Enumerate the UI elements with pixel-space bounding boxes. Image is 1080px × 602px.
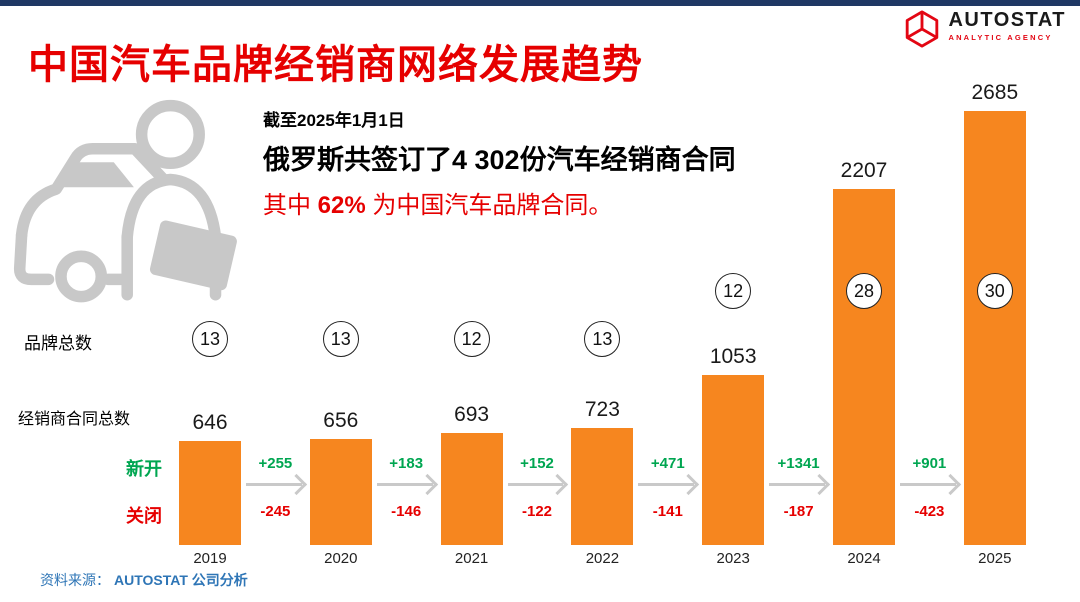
closed-delta-2020: -146	[391, 503, 422, 520]
opened-delta-2020: +183	[389, 455, 424, 472]
year-transition-arrow-icon	[638, 483, 695, 486]
year-label-2021: 2021	[454, 550, 489, 567]
year-transition-arrow-icon	[376, 483, 433, 486]
brands-count-2024: 28	[846, 273, 882, 309]
autostat-logo: AUTOSTAT ANALYTIC AGENCY	[903, 10, 1066, 48]
closed-delta-2023: -187	[783, 503, 814, 520]
brands-total-label: 品牌总数	[24, 334, 92, 353]
closed-delta-2019: -245	[260, 503, 291, 520]
contracts-value-2023: 1053	[709, 345, 757, 368]
contracts-value-2022: 723	[584, 398, 620, 421]
year-label-2025: 2025	[978, 550, 1012, 567]
closed-delta-2024: -423	[914, 503, 945, 520]
subheadline: 其中 62% 为中国汽车品牌合同。	[263, 185, 863, 220]
subheadline-suffix: 为中国汽车品牌合同。	[365, 192, 613, 219]
year-transition-arrow-icon	[900, 483, 956, 486]
logo-name: AUTOSTAT	[948, 9, 1066, 31]
subheadline-prefix: 其中	[263, 192, 318, 219]
year-transition-arrow-icon	[246, 483, 302, 486]
year-label-2020: 2020	[324, 550, 358, 567]
year-label-2023: 2023	[716, 550, 750, 567]
opened-delta-2019: +255	[258, 455, 293, 472]
closed-delta-2022: -141	[652, 503, 683, 520]
as-of-date: 截至2025年1月1日	[263, 111, 405, 130]
year-label-2019: 2019	[193, 550, 227, 567]
bar-2022	[571, 428, 634, 545]
source-text: AUTOSTAT 公司分析	[114, 572, 248, 588]
year-transition-arrow-icon	[507, 483, 564, 486]
brands-count-2025: 30	[976, 273, 1013, 309]
contracts-value-2024: 2207	[840, 159, 888, 182]
year-label-2024: 2024	[847, 550, 881, 567]
bar-2019	[179, 441, 241, 545]
bar-2021	[440, 433, 503, 545]
brands-count-2021: 12	[453, 321, 490, 357]
bar-2023	[702, 375, 765, 545]
logo-text-block: AUTOSTAT ANALYTIC AGENCY	[948, 9, 1066, 43]
page-title: 中国汽车品牌经销商网络发展趋势	[28, 42, 643, 87]
logo-tagline: ANALYTIC AGENCY	[948, 33, 1053, 42]
contracts-total-label: 经销商合同总数	[18, 411, 131, 428]
intro-block: 截至2025年1月1日 俄罗斯共签订了4 302份汽车经销商合同 其中 62% …	[263, 106, 863, 220]
opened-delta-2021: +152	[520, 455, 554, 472]
closed-delta-2021: -122	[521, 503, 553, 520]
brands-count-2023: 12	[715, 273, 752, 309]
source-note: 资料来源： AUTOSTAT 公司分析	[40, 570, 248, 590]
opened-delta-2024: +901	[912, 455, 947, 472]
autostat-logo-icon	[906, 10, 939, 48]
bar-2024	[833, 189, 895, 545]
dealer-person-car-icon	[13, 99, 237, 303]
bar-2025	[963, 111, 1026, 545]
opened-row-label: 新开	[126, 459, 162, 479]
opened-delta-2022: +471	[650, 455, 685, 472]
brands-count-2022: 13	[584, 321, 621, 357]
brands-count-2020: 13	[322, 321, 359, 357]
year-label-2022: 2022	[585, 550, 620, 567]
headline: 俄罗斯共签订了4 302份汽车经销商合同	[263, 145, 736, 175]
contracts-value-2025: 2685	[971, 81, 1019, 104]
year-transition-arrow-icon	[769, 483, 825, 486]
contracts-value-2019: 646	[192, 411, 228, 434]
contracts-value-2020: 656	[323, 409, 359, 432]
contracts-value-2021: 693	[454, 403, 490, 426]
bar-2020	[309, 439, 372, 545]
closed-row-label: 关闭	[126, 506, 162, 526]
share-percent: 62%	[317, 192, 366, 219]
brands-count-2019: 13	[192, 321, 228, 357]
source-label: 资料来源：	[40, 572, 110, 588]
top-accent-bar	[0, 0, 1080, 6]
opened-delta-2023: +1341	[777, 455, 820, 472]
